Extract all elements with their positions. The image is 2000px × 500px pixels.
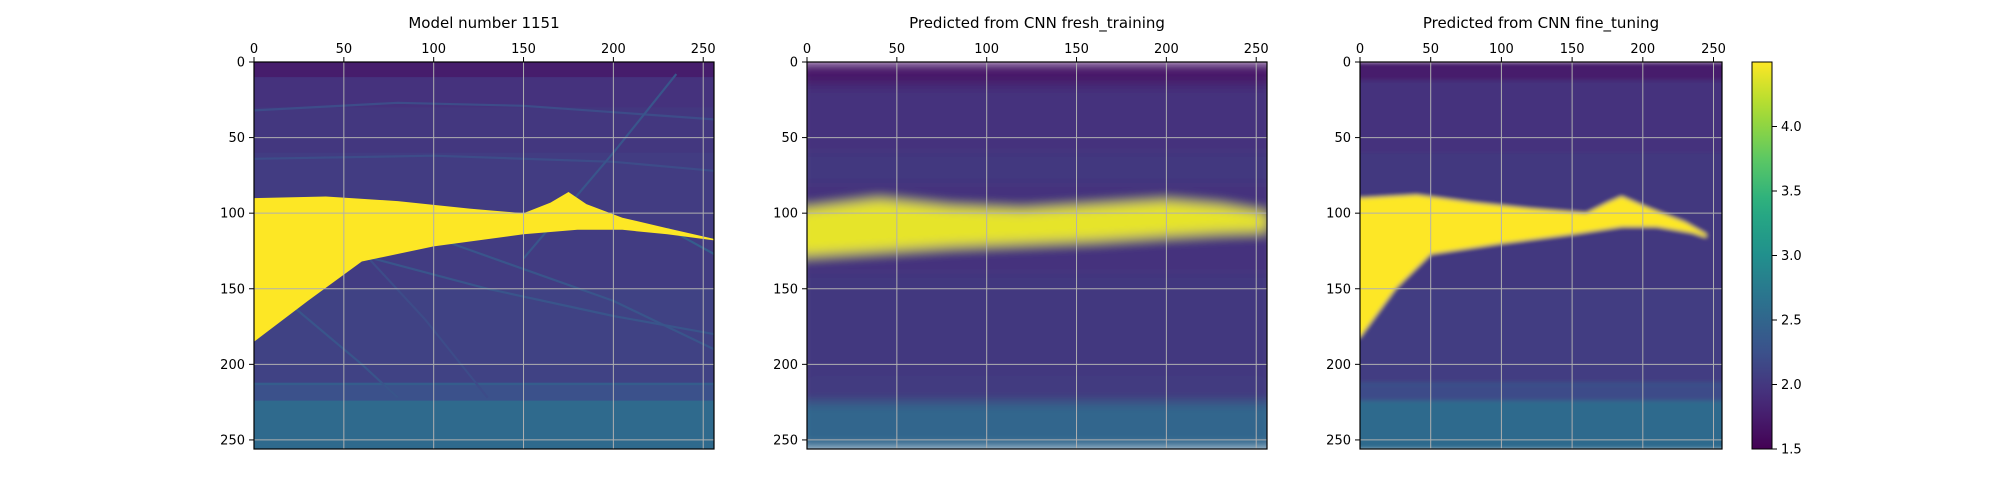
x-tick-label: 100: [974, 42, 999, 57]
x-tick-label: 150: [511, 42, 536, 57]
velocity-layer: [1360, 80, 1722, 154]
colorbar-tick-label: 1.5: [1781, 443, 1802, 458]
layer-interface: [360, 250, 489, 399]
velocity-layer: [807, 402, 1267, 449]
heatmap-image: [1360, 62, 1722, 449]
y-tick-label: 100: [1326, 207, 1351, 222]
velocity-layer: [254, 400, 714, 449]
velocity-layer: [254, 288, 714, 383]
colorbar-tick-label: 4.0: [1781, 120, 1802, 135]
colorbar-gradient: [1751, 61, 1773, 450]
velocity-layer: [807, 152, 1267, 184]
panel-title: Predicted from CNN fine_tuning: [1423, 14, 1659, 33]
y-tick-label: 250: [773, 433, 798, 448]
heatmap-image: [254, 62, 714, 449]
x-tick-label: 0: [250, 42, 258, 57]
velocity-layer: [807, 62, 1267, 86]
x-tick-label: 150: [1064, 42, 1089, 57]
panel-model: Model number 1151 0 50 100 150 200 250 0 50 100 1…: [220, 14, 716, 450]
y-tick-label: 200: [773, 358, 798, 373]
axes-frame: [253, 61, 715, 450]
y-tick-label: 200: [1326, 358, 1351, 373]
panel-fresh-training: Predicted from CNN fresh_training 0 50 100…: [773, 14, 1269, 450]
y-tick-label: 50: [781, 131, 798, 146]
y-tick-label: 250: [220, 433, 245, 448]
salt-body: [254, 192, 714, 342]
y-tick-label: 0: [790, 56, 798, 71]
salt-body: [1360, 195, 1707, 338]
x-tick-label: 100: [1489, 42, 1514, 57]
colorbar-tick-label: 3.0: [1781, 249, 1802, 264]
y-tick-label: 150: [220, 282, 245, 297]
velocity-layer: [1360, 382, 1722, 402]
x-tick-label: 50: [889, 42, 906, 57]
x-tick-label: 50: [1422, 42, 1439, 57]
velocity-layer: [254, 77, 714, 108]
y-tick-label: 100: [220, 207, 245, 222]
layer-interface: [254, 101, 714, 121]
y-tick-label: 50: [1334, 131, 1351, 146]
heatmap-image: [807, 62, 1267, 449]
colorbar: 1.5 2.0 2.5 3.0 3.5 4.0: [1751, 61, 1802, 458]
y-tick-label: 150: [773, 282, 798, 297]
x-tick-label: 0: [1356, 42, 1364, 57]
y-tick-label: 200: [220, 358, 245, 373]
velocity-layer: [254, 62, 714, 78]
x-tick-label: 200: [1630, 42, 1655, 57]
grid: [253, 61, 714, 449]
x-tick-label: 150: [1560, 42, 1585, 57]
colorbar-tick-label: 2.5: [1781, 314, 1802, 329]
x-tick-label: 100: [421, 42, 446, 57]
x-tick-label: 250: [1244, 42, 1269, 57]
velocity-layer: [807, 84, 1267, 154]
velocity-layer: [1360, 400, 1722, 449]
y-tick-label: 0: [237, 56, 245, 71]
layer-interface: [361, 254, 714, 336]
axes-frame: [1359, 61, 1723, 450]
y-tick-label: 100: [773, 207, 798, 222]
y-tick-label: 150: [1326, 282, 1351, 297]
x-tick-label: 200: [1154, 42, 1179, 57]
y-tick-label: 50: [228, 131, 245, 146]
x-tick-label: 250: [1701, 42, 1726, 57]
x-tick-label: 0: [803, 42, 811, 57]
colorbar-tick-label: 2.0: [1781, 378, 1802, 393]
x-tick-label: 50: [336, 42, 353, 57]
colorbar-tick-label: 3.5: [1781, 185, 1802, 200]
panel-title: Model number 1151: [408, 14, 559, 32]
panel-fine-tuning: Predicted from CNN fine_tuning 0 50 100 150…: [1326, 14, 1726, 450]
x-tick-label: 200: [601, 42, 626, 57]
velocity-layer: [807, 273, 1267, 403]
velocity-layer: [1360, 288, 1722, 383]
y-tick-label: 0: [1343, 56, 1351, 71]
velocity-layer: [1360, 62, 1722, 81]
y-tick-label: 250: [1326, 433, 1351, 448]
x-tick-label: 250: [691, 42, 716, 57]
axes-frame: [806, 61, 1268, 450]
panel-title: Predicted from CNN fresh_training: [909, 14, 1165, 33]
